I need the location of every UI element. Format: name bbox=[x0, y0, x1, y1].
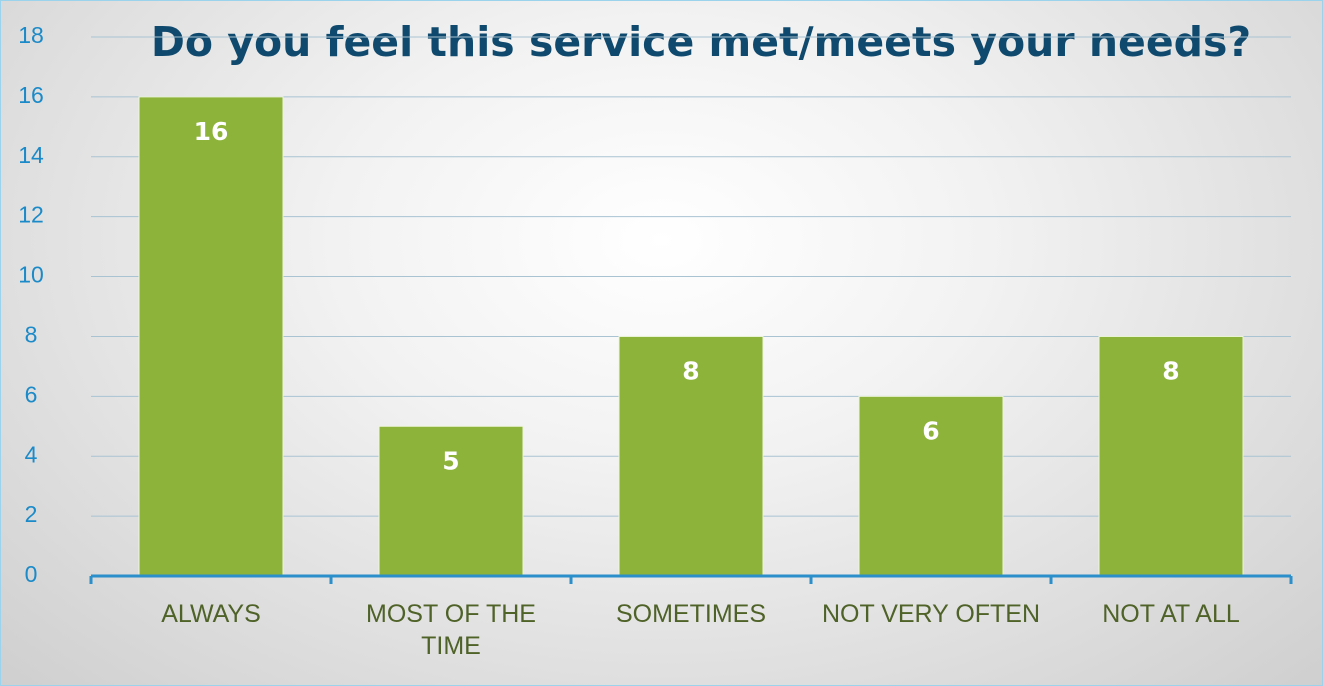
y-tick-label: 4 bbox=[25, 441, 38, 467]
y-tick-label: 2 bbox=[25, 501, 38, 527]
data-label: 16 bbox=[194, 117, 229, 146]
bar bbox=[138, 96, 284, 577]
y-tick-label: 0 bbox=[25, 561, 38, 587]
data-label: 5 bbox=[442, 446, 459, 475]
data-label: 6 bbox=[922, 416, 939, 445]
data-label: 8 bbox=[1162, 356, 1179, 385]
x-tick-label: MOST OF THE TIME bbox=[366, 600, 536, 660]
y-tick-label: 8 bbox=[25, 322, 38, 348]
x-tick-label: NOT VERY OFTEN bbox=[821, 600, 1041, 628]
bar bbox=[618, 335, 764, 577]
chart-title: Do you feel this service met/meets your … bbox=[151, 18, 1251, 66]
x-tick-label: NOT AT ALL bbox=[1102, 600, 1240, 628]
data-label: 8 bbox=[682, 356, 699, 385]
x-tick-label: SOMETIMES bbox=[615, 600, 766, 628]
y-tick-label: 14 bbox=[18, 142, 44, 168]
y-tick-label: 18 bbox=[18, 22, 44, 48]
y-tick-label: 6 bbox=[25, 381, 38, 407]
bar bbox=[378, 425, 524, 577]
y-tick-label: 10 bbox=[18, 262, 44, 288]
y-tick-label: 12 bbox=[18, 202, 44, 228]
x-tick-label: ALWAYS bbox=[161, 600, 261, 628]
y-tick-label: 16 bbox=[18, 82, 44, 108]
